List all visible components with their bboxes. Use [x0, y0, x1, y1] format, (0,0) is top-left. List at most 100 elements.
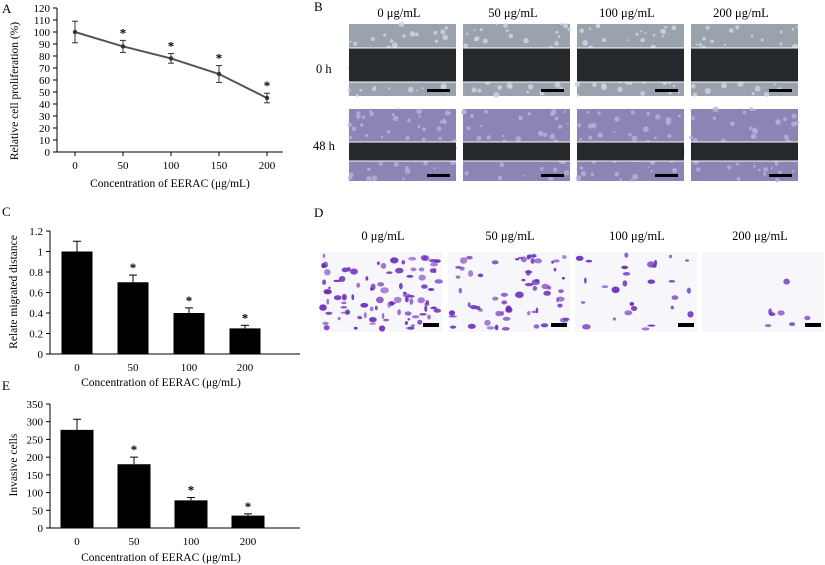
stained-cell [391, 302, 396, 305]
stained-cell [532, 253, 536, 258]
cell-texture [518, 115, 523, 121]
stained-cell [353, 326, 358, 330]
cell-texture [486, 135, 491, 140]
cell-texture [440, 29, 446, 35]
cell-texture [523, 37, 529, 44]
panel-b-wound-healing-images [347, 21, 800, 183]
stained-cell [374, 305, 378, 311]
panel-a-significance-marker: * [216, 51, 223, 66]
cell-texture [791, 27, 795, 31]
panel-c-x-tick-label: 0 [74, 362, 80, 374]
panel-a-y-tick-label: 110 [34, 15, 51, 27]
cell-texture [378, 161, 383, 166]
cell-texture [642, 126, 649, 133]
cell-texture [442, 120, 447, 125]
stained-cell [789, 322, 796, 326]
scale-bar [541, 174, 564, 177]
cell-texture [563, 110, 567, 114]
cell-texture [689, 135, 694, 140]
cell-texture [549, 134, 556, 140]
cell-texture [710, 39, 715, 44]
cell-texture [389, 39, 394, 43]
panel-a-x-tick-label: 200 [259, 160, 276, 172]
cell-texture [597, 132, 603, 138]
cell-texture [348, 135, 353, 140]
stained-cell [467, 302, 471, 308]
cell-texture [422, 127, 426, 132]
stained-cell [342, 295, 346, 300]
stained-cell [612, 317, 617, 321]
stained-cell [448, 315, 457, 318]
panel-a-x-tick-label: 150 [211, 160, 228, 172]
cell-texture [505, 29, 509, 33]
stained-cell [404, 321, 408, 325]
cell-texture [588, 27, 592, 30]
cell-texture [601, 84, 607, 91]
stained-cell [466, 255, 473, 260]
cell-texture [783, 134, 790, 140]
cell-texture [661, 35, 665, 38]
stained-cell [405, 326, 415, 330]
panel-a-significance-marker: * [168, 39, 175, 54]
scale-bar [678, 323, 694, 327]
stained-cell [423, 255, 430, 262]
stained-cell [328, 286, 331, 290]
cell-texture [367, 167, 371, 171]
stained-cell [410, 267, 417, 272]
cell-texture [728, 28, 734, 33]
stained-cell [647, 324, 656, 327]
stained-cell [337, 316, 341, 321]
stained-cell [532, 285, 538, 291]
stained-cell [387, 301, 391, 308]
cell-texture [672, 84, 676, 88]
panel-c-bar [173, 313, 205, 354]
panel-a-x-tick-label: 100 [163, 160, 180, 172]
scratch-gap [691, 142, 798, 161]
cell-texture [370, 36, 375, 42]
cell-texture [554, 116, 559, 121]
stained-cell [379, 325, 386, 332]
panel-e-y-tick-label: 150 [27, 470, 44, 482]
cell-texture [655, 114, 661, 120]
panel-e-x-tick-label: 100 [183, 536, 200, 548]
stained-cell [641, 327, 650, 331]
panel-c-x-tick-label: 100 [181, 362, 198, 374]
panel-a-letter: A [2, 1, 12, 16]
cell-texture [407, 118, 411, 123]
scale-bar [805, 323, 821, 327]
cell-texture [735, 162, 740, 166]
cell-texture [677, 114, 681, 118]
cell-texture [579, 166, 584, 170]
cell-texture [640, 38, 645, 43]
scratch-gap [463, 142, 570, 161]
cell-texture [554, 81, 561, 88]
stained-cell [557, 303, 563, 308]
stained-cell [351, 294, 355, 301]
cell-texture [775, 119, 781, 125]
panel-e-y-tick-label: 50 [32, 505, 44, 517]
cell-texture [696, 167, 701, 172]
stained-cell [533, 324, 540, 329]
stained-cell [484, 319, 491, 326]
panel-a-significance-marker: * [264, 78, 271, 93]
cell-texture [434, 39, 439, 44]
stained-cell [386, 271, 393, 275]
cell-texture [397, 107, 400, 111]
cell-texture [597, 111, 601, 115]
stained-cell [418, 267, 425, 272]
stained-cell [360, 302, 369, 308]
cell-texture [588, 135, 593, 140]
panel-e-bar [60, 429, 94, 528]
panel-a-y-tick-label: 120 [34, 3, 51, 15]
cell-texture [791, 113, 797, 119]
panel-a-y-tick-label: 80 [39, 51, 51, 63]
stained-cell [668, 280, 676, 283]
cell-texture [630, 110, 635, 115]
cell-texture [476, 135, 482, 141]
stained-cell [534, 258, 543, 264]
cell-texture [576, 94, 580, 97]
stained-cell [521, 256, 527, 263]
panel-e-y-tick-label: 0 [38, 523, 44, 535]
cell-texture [371, 175, 378, 181]
cell-texture [527, 112, 531, 116]
